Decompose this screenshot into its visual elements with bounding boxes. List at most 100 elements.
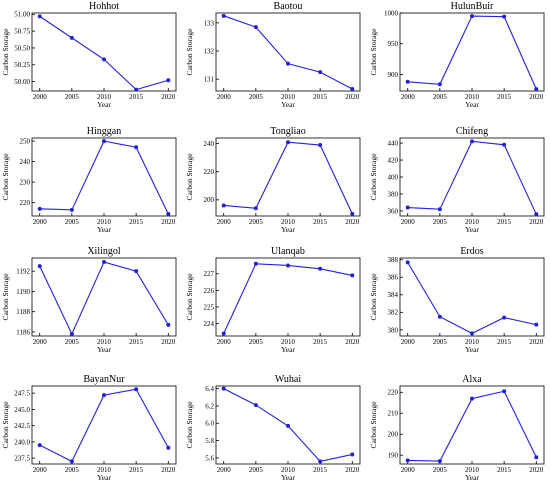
y-tick-label: 5.8	[205, 437, 214, 445]
y-tick-label: 50.00	[14, 78, 30, 86]
data-point	[253, 261, 258, 266]
x-tick-label: 2000	[33, 218, 48, 226]
data-point	[502, 315, 507, 320]
data-point	[221, 203, 226, 208]
y-tick-label: 226	[204, 287, 215, 295]
y-tick-label: 50.50	[14, 44, 30, 52]
data-point	[437, 207, 442, 212]
data-point	[37, 264, 42, 269]
data-point	[470, 331, 474, 336]
x-tick-label: 2005	[249, 93, 264, 101]
x-tick-label: 2015	[129, 218, 144, 226]
data-point	[69, 207, 74, 212]
data-point	[166, 211, 171, 216]
y-tick-label: 245.0	[14, 406, 30, 414]
data-point	[166, 78, 171, 83]
series-line	[407, 262, 537, 334]
x-tick-label: 2015	[497, 218, 512, 226]
data-point	[405, 205, 410, 210]
y-axis-label: Carbon Storage	[1, 28, 10, 76]
data-point	[318, 459, 323, 464]
data-point	[534, 87, 539, 92]
y-tick-label: 240	[204, 140, 215, 148]
y-tick-label: 133	[204, 19, 215, 27]
y-axis-label: Carbon Storage	[1, 401, 10, 449]
plot-frame	[31, 257, 177, 337]
x-tick-label: 2020	[161, 338, 176, 346]
y-tick-label: 247.5	[14, 390, 30, 398]
panel-wuhai: Wuhai 2000 2005 2010 2015 2020 5.6 5.8 6.0 6.2 6.4…	[185, 374, 361, 482]
y-tick-label: 242.5	[14, 422, 30, 430]
y-axis-label: Carbon Storage	[369, 273, 378, 321]
panel-bayannur: BayanNur 2000 2005 2010 2015 2020 237.5 240.0 24…	[1, 374, 177, 482]
data-point	[134, 269, 139, 274]
x-axis-label: Year	[97, 473, 111, 482]
x-tick-label: 2020	[161, 466, 176, 474]
y-tick-label: 1192	[16, 268, 30, 276]
panel-title: Erdos	[460, 246, 483, 257]
y-tick-label: 900	[388, 71, 399, 79]
x-tick-label: 2010	[465, 93, 480, 101]
y-tick-label: 220	[204, 168, 215, 176]
y-axis-label: Carbon Storage	[369, 28, 378, 76]
y-tick-label: 225	[204, 303, 215, 311]
y-tick-label: 1000	[384, 9, 399, 17]
series-line	[223, 263, 353, 334]
data-point	[405, 79, 410, 84]
y-tick-label: 132	[204, 47, 215, 55]
panel-chifeng: Chifeng 2000 2005 2010 2015 2020 360 380 400 420 4…	[369, 126, 545, 234]
y-tick-label: 950	[388, 40, 399, 48]
x-tick-label: 2005	[433, 218, 448, 226]
x-tick-label: 2000	[33, 93, 48, 101]
panel-title: BayanNur	[83, 374, 125, 385]
data-point	[502, 14, 507, 19]
y-tick-label: 51.00	[14, 11, 30, 19]
y-tick-label: 240	[20, 158, 31, 166]
data-point	[69, 35, 74, 40]
x-tick-label: 2010	[465, 466, 480, 474]
y-tick-label: 388	[388, 256, 399, 264]
x-tick-label: 2010	[281, 338, 296, 346]
data-point	[350, 87, 355, 92]
x-tick-label: 2020	[345, 338, 360, 346]
panel-title: Hinggan	[87, 126, 121, 137]
plot-frame	[215, 12, 361, 92]
data-point	[286, 61, 290, 66]
data-point	[534, 212, 539, 217]
x-tick-label: 2000	[401, 466, 416, 474]
x-tick-label: 2000	[217, 338, 232, 346]
y-axis-label: Carbon Storage	[185, 273, 194, 321]
x-tick-label: 2010	[465, 218, 480, 226]
x-tick-label: 2020	[345, 466, 360, 474]
panel-title: Wuhai	[275, 374, 301, 385]
y-tick-label: 420	[388, 156, 399, 164]
x-axis-label: Year	[281, 100, 295, 109]
y-tick-label: 237.5	[14, 455, 30, 463]
x-tick-label: 2015	[129, 338, 144, 346]
series-line	[39, 140, 169, 215]
series-line	[39, 261, 169, 336]
y-tick-label: 190	[388, 452, 399, 460]
data-point	[502, 389, 507, 394]
x-tick-label: 2000	[33, 338, 48, 346]
x-tick-label: 2000	[217, 466, 232, 474]
x-tick-label: 2005	[249, 218, 264, 226]
plot-frame	[399, 257, 545, 337]
y-tick-label: 230	[20, 179, 31, 187]
y-axis-label: Carbon Storage	[1, 153, 10, 201]
x-tick-label: 2010	[97, 338, 112, 346]
x-tick-label: 2010	[281, 93, 296, 101]
x-axis-label: Year	[97, 100, 111, 109]
x-tick-label: 2020	[529, 93, 544, 101]
data-point	[221, 13, 226, 18]
plot-frame	[215, 137, 361, 217]
x-tick-label: 2010	[97, 218, 112, 226]
x-tick-label: 2000	[217, 218, 232, 226]
x-tick-label: 2015	[313, 218, 328, 226]
data-point	[253, 25, 258, 30]
series-line	[407, 390, 537, 462]
data-point	[102, 57, 106, 62]
data-point	[286, 263, 290, 268]
y-tick-label: 50.75	[14, 28, 30, 36]
data-point	[37, 443, 42, 448]
